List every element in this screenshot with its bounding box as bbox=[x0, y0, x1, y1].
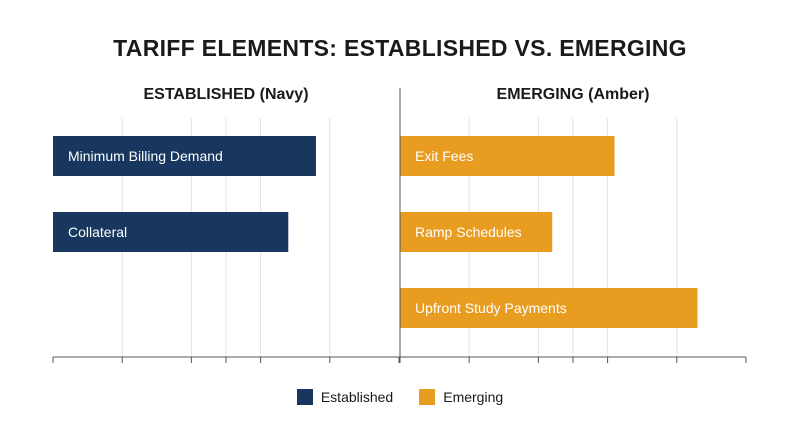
legend-swatch-emerging bbox=[419, 389, 436, 405]
panel-title-established: ESTABLISHED (Navy) bbox=[143, 86, 309, 103]
bar-established-0 bbox=[53, 136, 316, 176]
legend-item-established: Established bbox=[296, 389, 394, 405]
bar-emerging-1 bbox=[400, 212, 553, 252]
bar-label-emerging-2: Upfront Study Payments bbox=[415, 300, 567, 316]
legend-swatch-established bbox=[296, 389, 313, 405]
bar-established-1 bbox=[53, 212, 289, 252]
bar-label-emerging-0: Exit Fees bbox=[415, 148, 473, 164]
bar-label-emerging-1: Ramp Schedules bbox=[415, 224, 522, 240]
bar-emerging-2 bbox=[400, 288, 698, 328]
bar-label-established-0: Minimum Billing Demand bbox=[68, 148, 223, 164]
panel-title-emerging: EMERGING (Amber) bbox=[496, 86, 650, 103]
legend: Established Emerging bbox=[0, 389, 800, 405]
bar-emerging-0 bbox=[400, 136, 615, 176]
bar-label-established-1: Collateral bbox=[68, 224, 127, 240]
chart-title: TARIFF ELEMENTS: ESTABLISHED VS. EMERGIN… bbox=[113, 35, 687, 61]
legend-label-emerging: Emerging bbox=[443, 389, 504, 405]
legend-item-emerging: Emerging bbox=[419, 389, 503, 405]
legend-label-established: Established bbox=[320, 389, 394, 405]
